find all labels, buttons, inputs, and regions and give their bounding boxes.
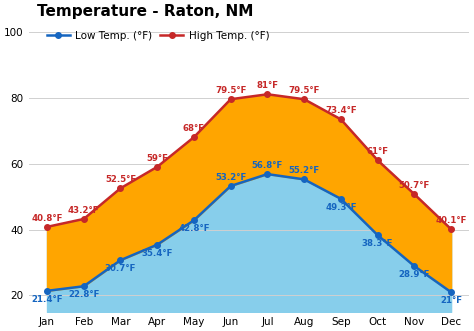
Text: 35.4°F: 35.4°F [142, 249, 173, 258]
High Temp. (°F) [118, 186, 123, 190]
Line: High Temp. (°F): High Temp. (°F) [44, 91, 454, 232]
Text: 21°F: 21°F [440, 296, 462, 306]
Text: 73.4°F: 73.4°F [325, 106, 357, 115]
Text: Temperature - Raton, NM: Temperature - Raton, NM [37, 4, 254, 19]
Text: 49.3°F: 49.3°F [325, 203, 356, 212]
Text: 56.8°F: 56.8°F [252, 161, 283, 170]
High Temp. (°F) [301, 97, 307, 101]
Text: 21.4°F: 21.4°F [31, 295, 63, 304]
Line: Low Temp. (°F): Low Temp. (°F) [44, 171, 454, 295]
Text: 68°F: 68°F [183, 124, 205, 133]
Text: 38.3°F: 38.3°F [362, 239, 393, 248]
Low Temp. (°F) [155, 243, 160, 247]
Low Temp. (°F) [191, 218, 197, 222]
High Temp. (°F) [228, 97, 234, 101]
High Temp. (°F) [81, 217, 87, 221]
Text: 55.2°F: 55.2°F [289, 166, 320, 175]
Legend: Low Temp. (°F), High Temp. (°F): Low Temp. (°F), High Temp. (°F) [43, 27, 273, 45]
High Temp. (°F) [191, 135, 197, 139]
Text: 40.1°F: 40.1°F [436, 216, 467, 225]
Text: 22.8°F: 22.8°F [68, 290, 100, 300]
High Temp. (°F) [448, 227, 454, 231]
Text: 61°F: 61°F [366, 147, 389, 156]
Text: 79.5°F: 79.5°F [289, 86, 320, 95]
Text: 42.8°F: 42.8°F [178, 224, 210, 233]
Text: 40.8°F: 40.8°F [31, 214, 63, 223]
Low Temp. (°F) [448, 290, 454, 294]
Text: 28.9°F: 28.9°F [399, 270, 430, 279]
Text: 43.2°F: 43.2°F [68, 206, 100, 215]
Text: 50.7°F: 50.7°F [399, 181, 430, 190]
Text: 30.7°F: 30.7°F [105, 264, 136, 273]
High Temp. (°F) [338, 118, 344, 121]
Low Temp. (°F) [81, 284, 87, 288]
Low Temp. (°F) [301, 177, 307, 181]
Low Temp. (°F) [411, 264, 417, 268]
Text: 52.5°F: 52.5°F [105, 175, 136, 184]
High Temp. (°F) [155, 165, 160, 169]
Low Temp. (°F) [118, 258, 123, 262]
Low Temp. (°F) [44, 289, 50, 293]
Text: 53.2°F: 53.2°F [215, 173, 246, 182]
High Temp. (°F) [264, 92, 270, 96]
Low Temp. (°F) [375, 233, 381, 237]
Low Temp. (°F) [338, 197, 344, 201]
Low Temp. (°F) [228, 184, 234, 188]
Text: 79.5°F: 79.5°F [215, 86, 246, 95]
High Temp. (°F) [411, 192, 417, 196]
Low Temp. (°F) [264, 172, 270, 176]
High Temp. (°F) [44, 225, 50, 229]
Text: 59°F: 59°F [146, 154, 168, 163]
Text: 81°F: 81°F [256, 81, 278, 90]
High Temp. (°F) [375, 158, 381, 162]
